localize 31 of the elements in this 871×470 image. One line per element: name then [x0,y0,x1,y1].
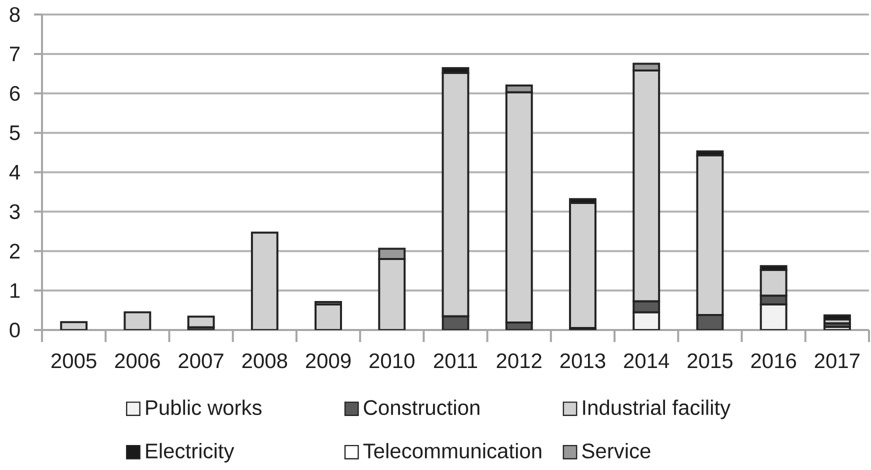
legend-label: Electricity [146,442,234,463]
x-tick-label: 2008 [242,353,288,368]
x-tick-label: 2007 [178,353,224,368]
y-tick-label: 6 [10,86,20,101]
x-tick-label: 2017 [814,353,860,368]
x-tick-label: 2014 [624,353,670,368]
y-tick-label: 4 [9,165,20,180]
legend-label: Industrial facility [583,400,731,420]
legend-label: Telecommunication [363,442,542,458]
y-tick-label: 7 [10,46,20,62]
x-tick-label: 2009 [306,353,351,368]
bar [569,202,596,330]
x-tick-label: 2006 [115,353,160,368]
y-tick-label: 2 [10,244,20,258]
bar [823,314,851,320]
x-tick-label: 2011 [434,353,478,368]
y-tick-label: 0 [10,322,20,338]
y-tick-label: 5 [10,126,20,140]
legend-label: Public works [146,400,262,416]
x-tick-label: 2005 [52,353,96,368]
legend-label: Service [582,442,650,458]
y-tick-label: 3 [10,204,20,220]
bar [187,316,215,328]
x-tick-label: 2010 [370,353,414,368]
y-tick-label: 8 [10,7,20,22]
legend-label: Construction [364,400,480,416]
y-tick-label: 1 [10,283,20,298]
x-tick-label: 2015 [688,353,732,368]
x-tick-label: 2016 [751,353,796,368]
x-tick-label: 2013 [560,353,606,368]
x-tick-label: 2012 [496,353,542,368]
